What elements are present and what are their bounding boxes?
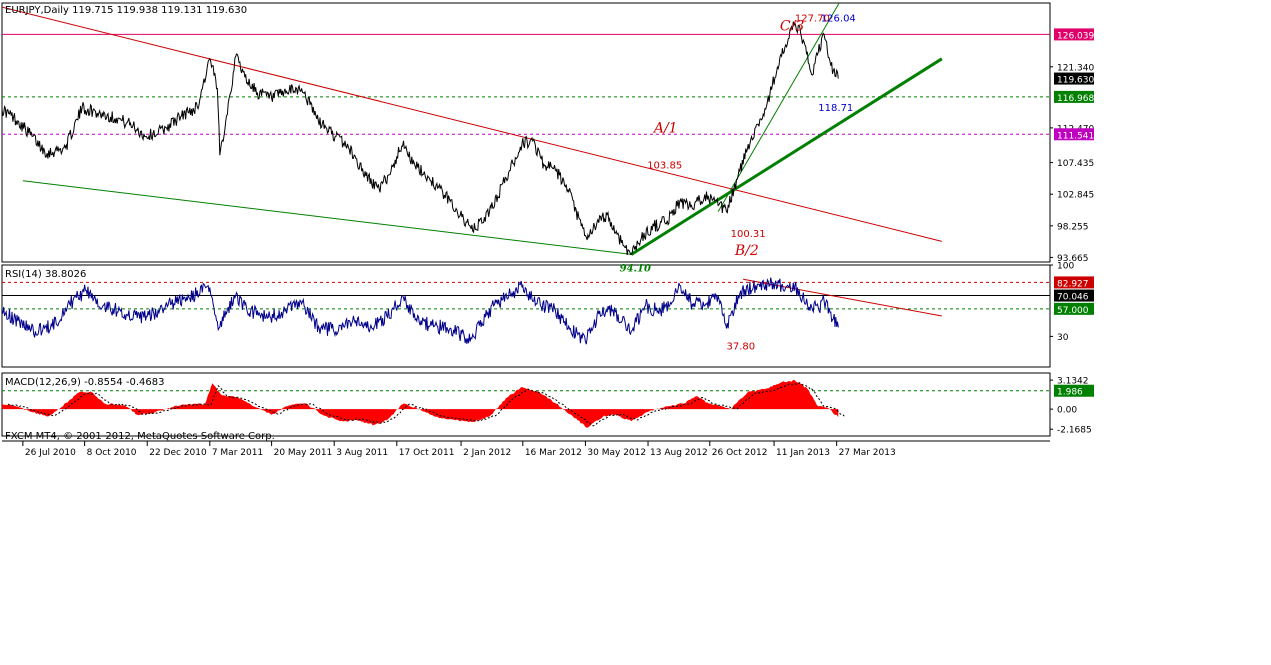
- level-tag: [1054, 128, 1094, 141]
- level-tag: [1054, 90, 1094, 103]
- y-tick-label: 98.255: [1057, 222, 1089, 232]
- x-tick-label: 30 May 2012: [587, 448, 646, 458]
- x-tick-label: 20 May 2011: [274, 448, 333, 458]
- level-tag-label: 82.927: [1057, 279, 1089, 289]
- level-tag: [1054, 289, 1094, 302]
- current-price-label: 119.630: [1057, 76, 1094, 86]
- price-panel-header: EURJPY,Daily 119.715 119.938 119.131 119…: [5, 5, 247, 16]
- x-tick-label: 27 Mar 2013: [839, 448, 896, 458]
- chart-annotation: B/2: [734, 243, 759, 259]
- x-tick-label: 16 Mar 2012: [525, 448, 582, 458]
- level-tag: [1054, 384, 1094, 397]
- chart-annotation: 94.10: [620, 264, 651, 275]
- trendlines: [2, 3, 943, 317]
- panel-frame: [1, 2, 1051, 263]
- macd-panel-header: MACD(12,26,9) -0.8554 -0.4683: [5, 377, 165, 388]
- y-tick-label: 102.845: [1057, 191, 1094, 201]
- y-tick-label: 0.00: [1057, 406, 1077, 416]
- x-tick-label: 11 Jan 2013: [776, 448, 830, 458]
- current-price-tag: [1054, 72, 1094, 85]
- y-tick-label: 121.340: [1057, 63, 1094, 73]
- macd-histogram-area: [2, 379, 839, 428]
- level-tag: [1054, 28, 1094, 41]
- series-lines: [2, 21, 845, 428]
- x-tick-label: 17 Oct 2011: [399, 448, 455, 458]
- footer-copyright: FXCM MT4, © 2001-2012, MetaQuotes Softwa…: [5, 431, 275, 442]
- x-tick-label: 13 Aug 2012: [650, 448, 708, 458]
- chart-annotation: 127.70: [795, 14, 830, 25]
- chart-annotation: 100.31: [731, 229, 766, 240]
- x-tick-label: 26 Jul 2010: [25, 448, 76, 458]
- level-tag-label: 126.039: [1057, 31, 1094, 41]
- panel-frames: [1, 2, 1051, 442]
- chart-annotation: 103.85: [647, 160, 682, 171]
- y-tick-label: 3.1342: [1057, 377, 1089, 387]
- chart-annotation: 126.04: [821, 14, 856, 25]
- level-tag: [1054, 276, 1094, 289]
- chart-annotation: 118.71: [818, 103, 853, 114]
- x-tick-label: 3 Aug 2011: [336, 448, 388, 458]
- horizontal-levels: [2, 33, 1050, 392]
- chart-annotation: A/1: [652, 121, 678, 137]
- level-tag-label: 111.541: [1057, 131, 1094, 141]
- chart-annotation: C/3: [780, 19, 804, 35]
- x-tick-label: 26 Oct 2012: [712, 448, 768, 458]
- level-tag-label: 1.986: [1057, 388, 1083, 398]
- level-tag: [1054, 302, 1094, 315]
- x-tick-label: 7 Mar 2011: [212, 448, 263, 458]
- x-tick-label: 22 Dec 2010: [149, 448, 207, 458]
- level-tag-label: 70.046: [1057, 293, 1089, 303]
- axis-labels: 121.340112.470107.435102.84598.25593.665…: [22, 28, 1094, 458]
- level-tag-label: 57.000: [1057, 306, 1089, 316]
- trendline: [630, 57, 943, 256]
- y-tick-label: 30: [1057, 333, 1069, 343]
- rsi-series-line: [2, 277, 839, 345]
- price-series-line: [2, 21, 839, 256]
- y-tick-label: 93.665: [1057, 254, 1089, 264]
- x-tick-label: 2 Jan 2012: [463, 448, 511, 458]
- trendline: [2, 6, 942, 242]
- panel-frame: [1, 264, 1051, 368]
- trendline: [22, 180, 632, 255]
- y-tick-label: -2.1685: [1057, 426, 1092, 436]
- rsi-panel-header: RSI(14) 38.8026: [5, 269, 86, 280]
- chart-annotation: 37.80: [726, 342, 755, 353]
- y-tick-label: 107.435: [1057, 159, 1094, 169]
- x-tick-label: 8 Oct 2010: [87, 448, 137, 458]
- level-tag-label: 116.968: [1057, 94, 1094, 104]
- y-tick-label: 100: [1057, 262, 1074, 272]
- macd-signal-line: [7, 382, 845, 427]
